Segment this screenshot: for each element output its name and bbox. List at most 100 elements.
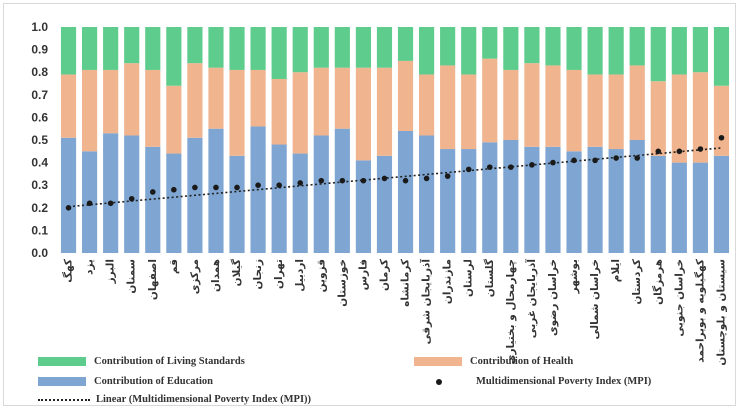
bar-segment-health xyxy=(650,81,666,156)
bar-segment-education xyxy=(60,137,77,253)
legend-marker-mpi xyxy=(436,378,442,385)
bar-segment-health xyxy=(250,69,266,127)
category-label: زنجان xyxy=(252,259,264,289)
mpi-point xyxy=(128,195,135,202)
legend-label-linear: Linear (Multidimensional Poverty Index (… xyxy=(96,394,312,405)
bar-segment-health xyxy=(587,74,603,147)
bar-segment-education xyxy=(334,128,350,253)
bar-segment-living xyxy=(524,27,540,64)
legend-item-living: Contribution of Living Standards xyxy=(38,356,245,367)
bar-segment-health xyxy=(397,60,414,131)
mpi-point xyxy=(213,184,219,191)
bar-segment-living xyxy=(187,27,203,64)
bar-segment-education xyxy=(608,149,624,253)
legend-item-education: Contribution of Education xyxy=(38,376,213,387)
bar-segment-living xyxy=(397,27,414,61)
mpi-point xyxy=(318,177,325,184)
bar-segment-education xyxy=(629,140,645,253)
category-label: خراسان شمالی xyxy=(589,259,601,339)
category-label: گلستان xyxy=(483,258,496,297)
y-tick-label: 0.1 xyxy=(31,223,48,237)
bar-segment-living xyxy=(166,27,182,86)
bar-segment-living xyxy=(566,27,582,70)
bar-segment-health xyxy=(713,85,730,156)
bar-segment-education xyxy=(650,155,666,253)
bar-segment-health xyxy=(60,74,77,138)
y-tick-label: 0.5 xyxy=(31,133,48,147)
bar-segment-living xyxy=(292,27,308,73)
mpi-point xyxy=(592,157,598,164)
bar-segment-health xyxy=(124,63,140,136)
bar-segment-education xyxy=(671,162,687,253)
category-label: همدان xyxy=(210,259,222,292)
mpi-point xyxy=(171,186,177,193)
bar-segment-living xyxy=(419,27,435,75)
bar-segment-health xyxy=(376,67,393,156)
bar-segment-education xyxy=(292,153,308,253)
bar-segment-living xyxy=(250,27,266,70)
category-label: سمنان xyxy=(126,259,138,294)
bar-segment-education xyxy=(440,149,456,253)
bar-segment-health xyxy=(166,85,182,154)
mpi-point xyxy=(508,164,514,170)
chart-legend: Contribution of Living Standards Contrib… xyxy=(0,348,741,408)
mpi-trendline xyxy=(68,147,722,208)
mpi-point xyxy=(276,182,282,188)
category-label: اصفهان xyxy=(147,259,159,300)
category-label: کرمانشاه xyxy=(400,258,412,307)
bar-segment-education xyxy=(419,135,435,253)
category-label: البرز xyxy=(105,259,117,284)
category-label: اردبيل xyxy=(294,259,306,292)
mpi-point xyxy=(149,189,156,195)
bar-segment-education xyxy=(376,155,393,253)
bar-segment-living xyxy=(482,27,498,59)
mpi-point xyxy=(697,146,704,152)
mpi-point xyxy=(65,205,72,211)
bar-segment-health xyxy=(103,69,119,134)
bar-segment-living xyxy=(503,27,519,70)
category-label: كهگ xyxy=(62,258,75,283)
mpi-point xyxy=(255,182,261,188)
legend-label-living: Contribution of Living Standards xyxy=(94,356,245,367)
bar-segment-education xyxy=(124,135,140,253)
bar-segment-health xyxy=(313,67,329,136)
legend-swatch-living xyxy=(38,357,86,366)
bar-segment-living xyxy=(355,27,371,68)
bar-segment-health xyxy=(461,74,477,150)
category-label: مازندران xyxy=(442,259,454,304)
bar-segment-education xyxy=(166,153,182,253)
bar-segment-living xyxy=(545,27,561,66)
mpi-point xyxy=(297,180,304,186)
bar-segment-living xyxy=(650,27,666,82)
bar-segment-education xyxy=(545,146,561,253)
bar-segment-living xyxy=(313,27,329,68)
category-label: گيلان xyxy=(230,258,243,286)
bar-segment-health xyxy=(692,72,708,163)
legend-label-mpi: Multidimensional Poverty Index (MPI) xyxy=(476,376,652,387)
mpi-point xyxy=(465,166,472,173)
category-label: چهارمحال و بختياری xyxy=(505,259,517,364)
mpi-point xyxy=(655,148,662,155)
y-tick-label: 0.4 xyxy=(31,156,48,170)
bar-segment-education xyxy=(103,133,119,253)
mpi-point xyxy=(676,148,683,155)
bar-segment-living xyxy=(608,27,624,75)
bar-segment-living xyxy=(671,27,687,75)
bar-segment-living xyxy=(629,27,645,66)
y-tick-label: 0.6 xyxy=(31,110,48,124)
category-label: آذربايجان شرقی xyxy=(420,259,433,345)
category-label: خراسان رضوی xyxy=(547,259,559,336)
category-label: مرکزی xyxy=(189,259,201,294)
category-label: ايلام xyxy=(610,259,622,282)
y-tick-label: 0.0 xyxy=(31,246,48,260)
bar-segment-health xyxy=(187,63,203,138)
legend-label-health: Contribution of Health xyxy=(470,356,574,367)
legend-swatch-health xyxy=(414,357,462,366)
category-label: خراسان جنوبی xyxy=(673,259,685,337)
bar-segment-living xyxy=(440,27,456,66)
bar-segment-living xyxy=(692,27,708,73)
legend-label-education: Contribution of Education xyxy=(94,376,214,387)
bar-segment-education xyxy=(229,155,245,253)
mpi-point xyxy=(423,175,430,182)
bar-segment-education xyxy=(313,135,329,253)
